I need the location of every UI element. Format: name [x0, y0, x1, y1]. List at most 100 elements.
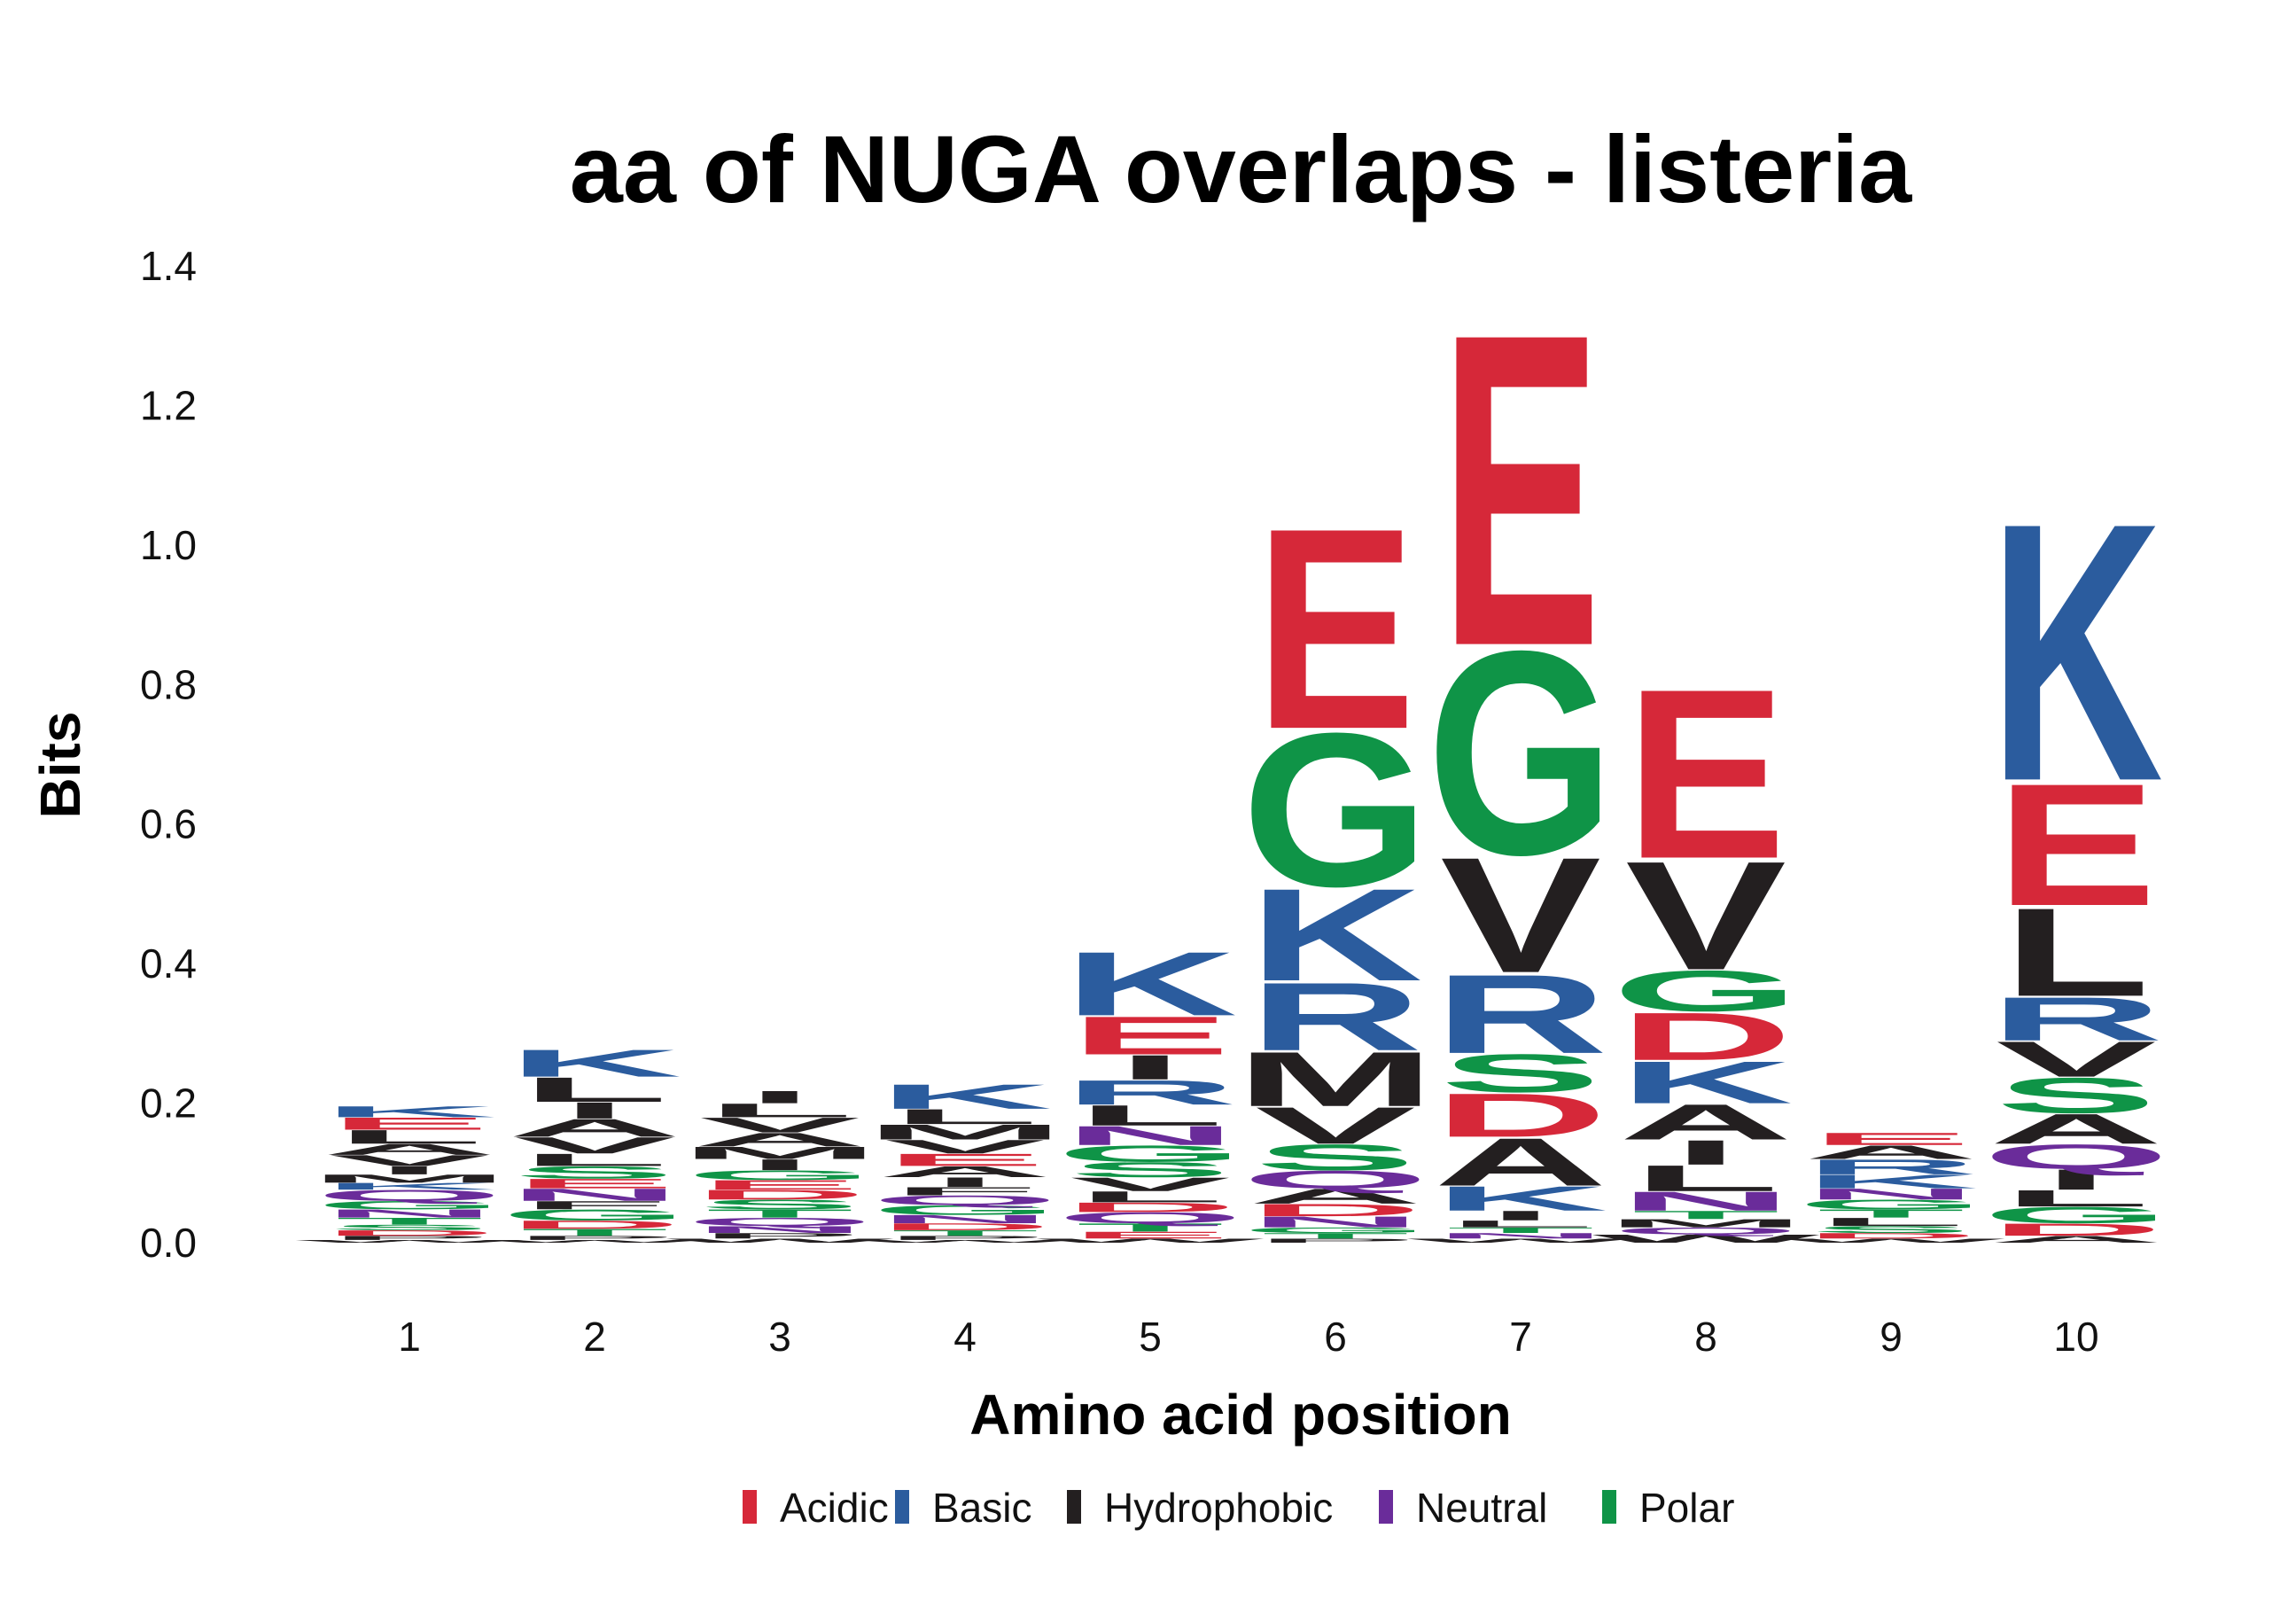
logo-letter: G [1241, 1226, 1429, 1235]
logo-letter: L [1817, 1215, 1965, 1228]
logo-letter: A [878, 1163, 1053, 1181]
logo-letter: V [1996, 1031, 2157, 1088]
logo-letter: W [1037, 1237, 1265, 1244]
logo-letter: N [1619, 1186, 1794, 1216]
logo-letter: V [514, 1133, 675, 1158]
logo-letter: G [1056, 1141, 1244, 1166]
logo-letter: K [323, 1181, 497, 1191]
logo-letter: K [1063, 932, 1238, 1034]
logo-letter: V [1255, 1096, 1416, 1155]
legend-swatch [895, 1490, 909, 1524]
legend-swatch [1067, 1490, 1081, 1524]
logo-letter: I [1117, 1048, 1184, 1087]
logo-letter: D [508, 1218, 682, 1231]
logo-letter: W [1592, 1232, 1820, 1245]
logo-letter: N [1804, 1185, 1979, 1203]
logo-letter: A [1434, 1125, 1608, 1200]
x-tick-label: 6 [1324, 1314, 1347, 1360]
logo-letter: I [746, 1088, 813, 1107]
logo-letter: V [1070, 1174, 1231, 1195]
logo-letter: A [1989, 1105, 2164, 1153]
logo-letter: L [521, 1071, 668, 1110]
logo-letter: E [329, 1114, 490, 1134]
logo-letter: N [1063, 1120, 1238, 1150]
logo-letter: L [1447, 1219, 1594, 1229]
logo-stacks: WPDSTNGQKMIVALEKWPTDGFNESLVAILKWPNQTSDEG… [296, 240, 2170, 1244]
logo-letter: Q [686, 1215, 874, 1228]
logo-letter: Q [315, 1187, 503, 1205]
logo-letter: A [323, 1141, 497, 1158]
logo-letter: E [884, 1150, 1046, 1170]
logo-letter: Q [871, 1193, 1059, 1208]
logo-letter: S [1810, 1224, 1972, 1235]
x-tick-label: 9 [1880, 1314, 1903, 1360]
logo-letter: M [309, 1172, 510, 1185]
x-tick-label: 7 [1509, 1314, 1532, 1360]
logo-letter: E [1625, 638, 1786, 909]
logo-letter: R [1434, 951, 1608, 1077]
logo-letter: T [521, 1227, 668, 1237]
logo-letter: K [1434, 1179, 1608, 1218]
logo-letter: G [1241, 689, 1429, 933]
logo-letter: T [1817, 1207, 1965, 1221]
logo-letter: T [336, 1216, 483, 1227]
logo-letter: F [521, 1198, 668, 1212]
logo-letter: N [508, 1185, 682, 1205]
logo-letter: G [315, 1198, 503, 1212]
logo-letter: M [1606, 1217, 1807, 1230]
y-tick-label: 0.6 [140, 801, 197, 847]
logo-letter: E [1255, 469, 1416, 789]
y-axis-label: Bits [28, 712, 92, 819]
legend-label: Neutral [1416, 1485, 1547, 1531]
logo-letter: S [1996, 1067, 2157, 1124]
logo-letter: T [706, 1207, 853, 1221]
logo-letter: S [1440, 1042, 1601, 1104]
logo-letter: E [1996, 748, 2157, 943]
legend-label: Polar [1639, 1485, 1734, 1531]
logo-letter: G [501, 1206, 689, 1224]
logo-letter: G [1427, 590, 1615, 916]
legend-swatch [1379, 1490, 1393, 1524]
logo-letter: A [1989, 1234, 2164, 1244]
logo-letter: L [706, 1099, 853, 1120]
logo-letter: G [686, 1167, 874, 1182]
logo-letter: I [1672, 1133, 1740, 1172]
logo-letter: G [1982, 1202, 2170, 1228]
logo-letter: D [1804, 1231, 1979, 1240]
logo-letter: Q [1241, 1166, 1429, 1194]
logo-letter: E [1440, 240, 1601, 738]
logo-letter: L [1077, 1188, 1224, 1205]
logo-letter: P [329, 1235, 490, 1241]
logo-letter: D [1249, 1200, 1423, 1220]
x-tick-label: 1 [398, 1314, 421, 1360]
logo-letter: W [852, 1239, 1079, 1244]
logo-letter: M [680, 1143, 881, 1163]
logo-letter: D [693, 1187, 868, 1202]
y-tick-label: 1.0 [140, 522, 197, 568]
logo-letter: L [521, 1150, 668, 1170]
logo-letter: I [746, 1156, 813, 1174]
legend-swatch [1602, 1490, 1616, 1524]
logo-letter: W [296, 1239, 524, 1244]
logo-letter: M [865, 1120, 1066, 1144]
logo-letter: E [699, 1177, 860, 1192]
logo-letter: T [1447, 1226, 1594, 1235]
logo-letter: K [878, 1077, 1053, 1116]
logo-letter: V [699, 1113, 860, 1137]
logo-letter: L [2003, 1185, 2150, 1211]
x-tick-label: 3 [768, 1314, 791, 1360]
chart-title: aa of NUGA overlaps - listeria [570, 115, 1912, 222]
logo-letter: R [1063, 1073, 1238, 1112]
logo-letter: D [323, 1228, 497, 1237]
logo-letter: Q [1982, 1137, 2170, 1176]
logo-letter: N [323, 1207, 497, 1221]
y-tick-label: 1.2 [140, 382, 197, 428]
y-tick-label: 0.4 [140, 940, 197, 987]
logo-letter: P [699, 1231, 860, 1240]
logo-letter: V [1625, 830, 1786, 1002]
